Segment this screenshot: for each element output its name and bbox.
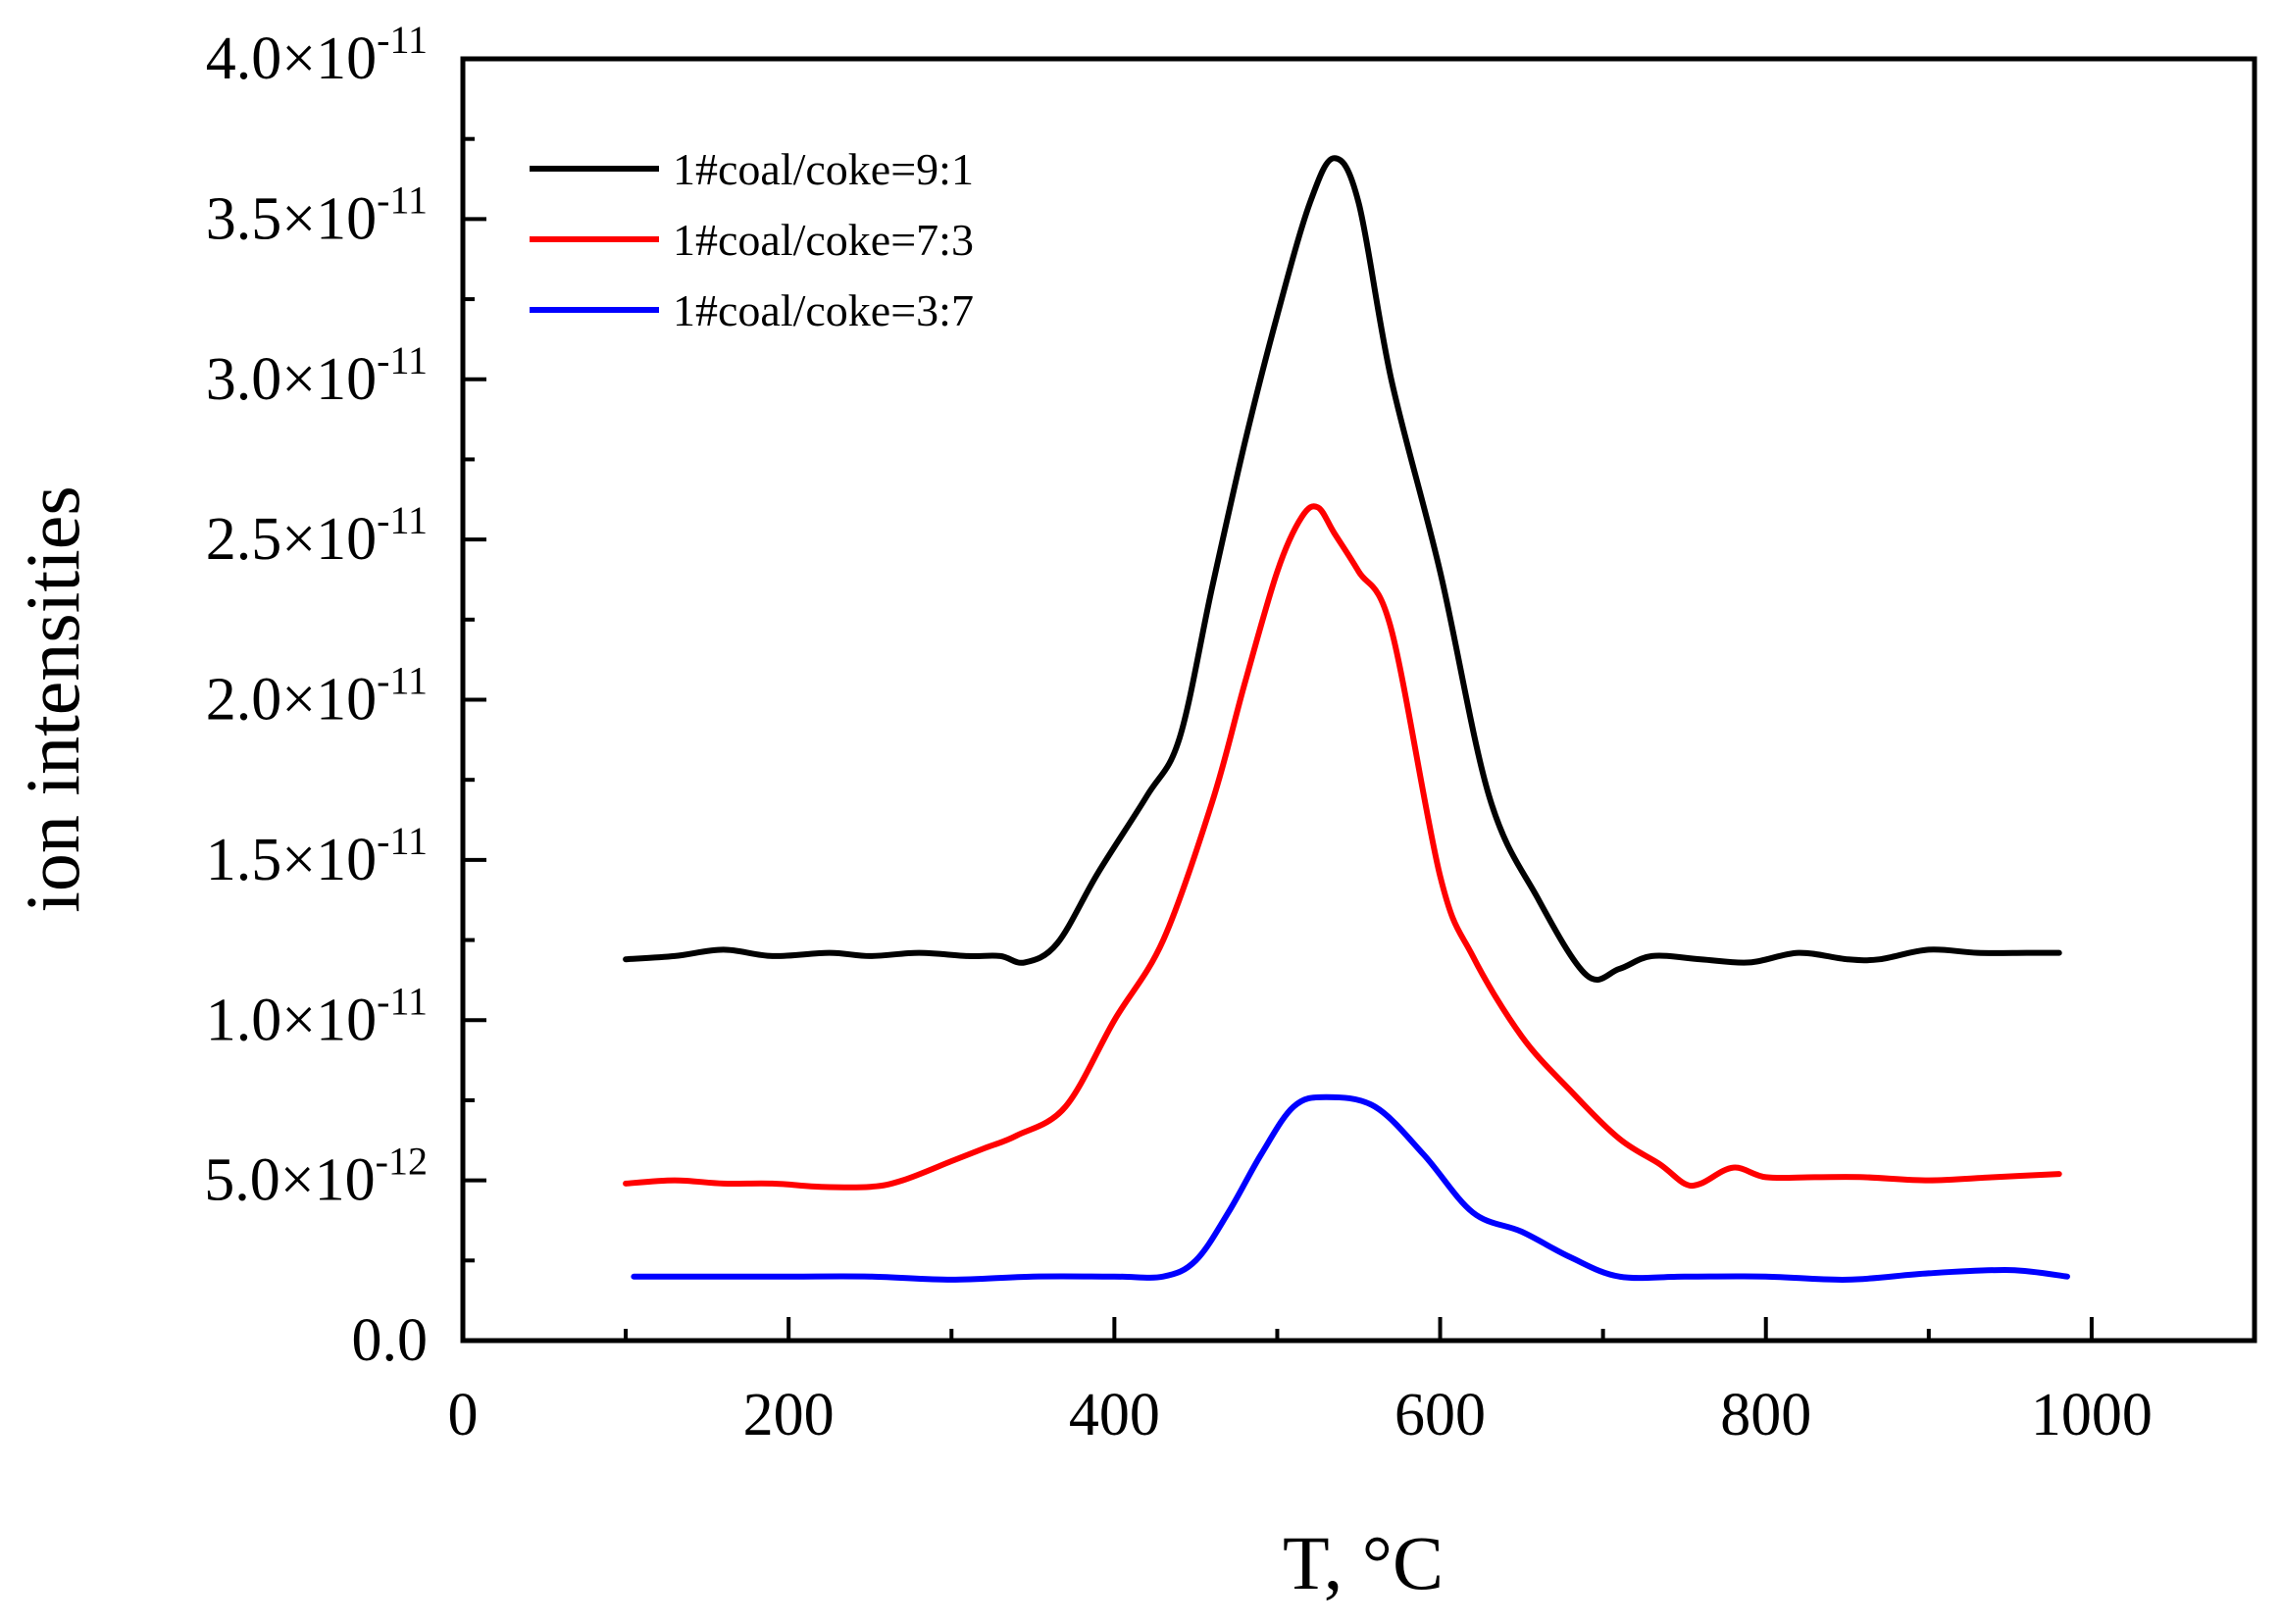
- legend-label-1: 1#coal/coke=9:1: [673, 144, 974, 194]
- y-tick-label: 1.0×10-11: [206, 979, 428, 1053]
- y-tick-label: 3.0×10-11: [206, 338, 428, 413]
- legend-label-2: 1#coal/coke=7:3: [673, 215, 974, 265]
- x-tick-label: 0: [448, 1382, 479, 1448]
- y-tick-label: 2.0×10-11: [206, 659, 428, 734]
- plot-layer: [623, 155, 2070, 1283]
- x-tick-label: 400: [1069, 1382, 1160, 1448]
- y-tick-label: 1.5×10-11: [206, 819, 428, 893]
- y-tick-label: 3.5×10-11: [206, 178, 428, 252]
- x-tick-label: 800: [1720, 1382, 1811, 1448]
- x-tick-label: 200: [743, 1382, 835, 1448]
- y-tick-label: 0.0: [352, 1307, 429, 1374]
- series-line-2: [623, 503, 2062, 1191]
- series-line-3: [631, 1093, 2070, 1283]
- x-tick-label: 1000: [2031, 1382, 2153, 1448]
- y-axis-ticks: 0.0 5.0×10-12 1.0×10-11 1.5×10-11 2.0×10-11 2…: [204, 18, 486, 1374]
- y-tick-label: 4.0×10-11: [206, 18, 428, 92]
- y-axis-title: ion intensities: [10, 485, 95, 912]
- series-line-1: [623, 155, 2062, 983]
- x-axis-ticks: 0 200 400 600 800 1000: [448, 1317, 2153, 1448]
- x-axis-title: T, °C: [1283, 1520, 1444, 1605]
- legend: 1#coal/coke=9:1 1#coal/coke=7:3 1#coal/cok…: [530, 144, 974, 335]
- y-tick-label: 2.5×10-11: [206, 498, 428, 573]
- legend-label-3: 1#coal/coke=3:7: [673, 285, 974, 335]
- y-tick-label: 5.0×10-12: [204, 1140, 428, 1214]
- x-tick-label: 600: [1394, 1382, 1486, 1448]
